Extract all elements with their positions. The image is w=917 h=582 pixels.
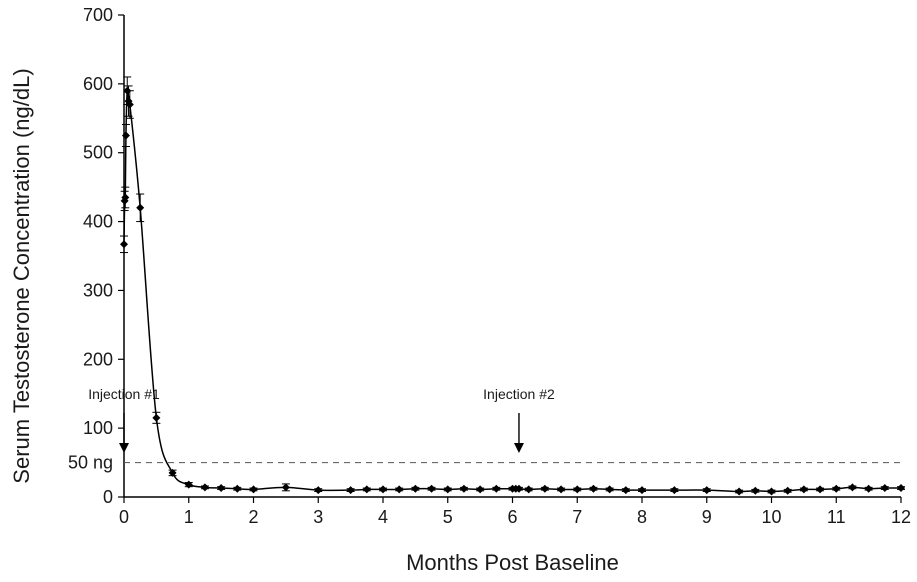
data-point [702,486,711,495]
data-point [459,484,468,493]
y-tick-label: 200 [83,349,113,369]
x-tick-label: 9 [702,507,712,527]
data-point [589,484,598,493]
data-point [362,485,371,494]
x-tick-label: 2 [248,507,258,527]
data-point [767,487,776,496]
annotation-label: Injection #2 [483,386,555,402]
data-point [670,486,679,495]
data-point [514,484,523,493]
data-point [799,485,808,494]
data-point [816,485,825,494]
data-point [184,480,193,489]
data-point [121,131,130,140]
data-point [427,484,436,493]
data-point [120,196,129,205]
data-point [152,413,161,422]
y-ticks: 0 100 200 300 400 500 600 700 [83,5,124,507]
data-point [492,484,501,493]
data-point [233,484,242,493]
data-point [864,484,873,493]
series-group [120,76,905,496]
x-tick-label: 0 [119,507,129,527]
data-point [476,485,485,494]
data-point [411,484,420,493]
y-tick-label: 0 [103,487,113,507]
data-point [314,486,323,495]
data-point [605,485,614,494]
data-point [897,484,905,493]
x-axis-title: Months Post Baseline [406,550,619,575]
y-tick-label: 300 [83,280,113,300]
data-point [346,486,355,495]
annotation-label: Injection #1 [88,386,160,402]
y-tick-label: 400 [83,212,113,232]
annotations: Injection #1 Injection #2 [88,386,555,453]
y-tick-label: 500 [83,143,113,163]
x-ticks: 0 1 2 3 4 5 6 7 8 9 10 11 12 [119,497,911,527]
x-tick-label: 10 [761,507,781,527]
data-point [557,485,566,494]
y-tick-label: 100 [83,418,113,438]
x-tick-label: 8 [637,507,647,527]
data-point [120,240,128,249]
data-point [783,486,792,495]
data-point [524,485,533,494]
data-point [136,203,145,212]
data-point [832,484,841,493]
data-point [573,485,582,494]
data-point [638,486,646,495]
data-point [848,483,857,492]
x-tick-label: 12 [891,507,911,527]
data-point [217,484,226,493]
data-point [168,468,177,477]
data-point [281,483,290,492]
x-tick-label: 4 [378,507,388,527]
y-tick-label: 700 [83,5,113,25]
data-point [121,193,130,202]
axes [123,15,901,498]
annotation-arrow-head [513,443,524,453]
data-point [735,487,744,496]
annotation-arrow-head [119,443,129,453]
data-point [379,485,387,494]
data-point [443,485,452,494]
data-point [249,485,258,494]
x-tick-label: 5 [443,507,453,527]
data-point [880,484,889,493]
data-point [621,486,630,495]
data-point [540,484,549,493]
series-line [123,88,902,493]
x-tick-label: 1 [184,507,194,527]
data-point [751,486,760,495]
x-tick-label: 7 [572,507,582,527]
y-tick-label: 600 [83,74,113,94]
data-point [395,485,404,494]
y-axis-title: Serum Testosterone Concentration (ng/dL) [9,68,34,483]
x-tick-label: 6 [507,507,517,527]
data-point [200,483,209,492]
reference-line-label: 50 ng [68,453,113,473]
x-tick-label: 11 [827,507,846,527]
reference-line-group: 50 ng [68,453,901,473]
data-point [125,100,134,109]
x-tick-label: 3 [313,507,323,527]
